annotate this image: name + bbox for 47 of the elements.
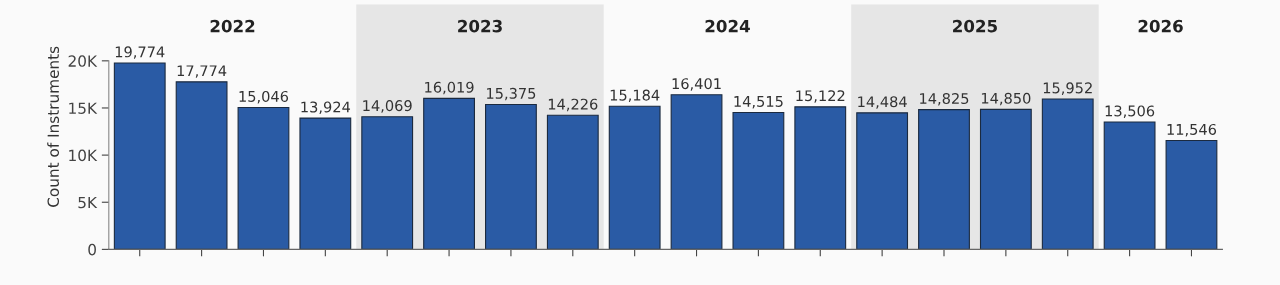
data-label: 13,506	[1105, 105, 1155, 118]
data-label: 13,924	[301, 101, 351, 114]
data-label: 19,774	[115, 46, 165, 59]
data-label: 15,046	[239, 90, 289, 104]
bar	[670, 94, 723, 250]
bar	[485, 103, 537, 250]
bar	[113, 62, 166, 250]
annotation: 2023	[458, 19, 502, 33]
bar	[546, 114, 599, 250]
bar	[608, 105, 661, 250]
data-label: 14,484	[858, 96, 907, 109]
y-tick-label: 10K	[69, 149, 98, 162]
data-label: 16,019	[425, 81, 474, 95]
y-tick-label: 20K	[68, 55, 98, 67]
data-label: 14,226	[548, 98, 598, 112]
bar	[1165, 139, 1218, 250]
data-label: 15,952	[1043, 82, 1092, 95]
annotation: 2022	[210, 19, 255, 33]
data-label: 15,122	[796, 90, 845, 103]
bar	[732, 111, 785, 250]
data-label: 15,375	[487, 87, 536, 101]
data-label: 14,850	[981, 92, 1031, 106]
bar	[979, 108, 1032, 250]
y-axis-title: Count of Instruments	[47, 46, 60, 207]
bar	[918, 109, 970, 250]
bar	[794, 106, 847, 250]
annotation: 2026	[1138, 19, 1183, 33]
y-tick-label: 15K	[69, 102, 98, 114]
y-tick-label: 0	[88, 243, 96, 256]
bar	[361, 116, 414, 250]
data-label: 17,774	[177, 65, 227, 78]
bar	[856, 112, 909, 250]
data-label: 16,401	[672, 78, 721, 91]
bar	[1041, 98, 1094, 250]
data-label: 14,069	[363, 100, 412, 113]
bar	[175, 81, 228, 250]
data-label: 14,515	[734, 96, 783, 109]
data-label: 11,546	[1167, 123, 1217, 137]
bar	[423, 97, 475, 250]
bar	[299, 117, 352, 250]
data-label: 15,184	[610, 89, 660, 103]
y-tick-label: 5K	[78, 196, 98, 209]
data-label: 14,825	[920, 92, 969, 106]
bar	[1103, 121, 1156, 250]
annotation: 2025	[953, 19, 997, 33]
bar	[237, 106, 290, 250]
annotation: 2024	[705, 19, 750, 33]
